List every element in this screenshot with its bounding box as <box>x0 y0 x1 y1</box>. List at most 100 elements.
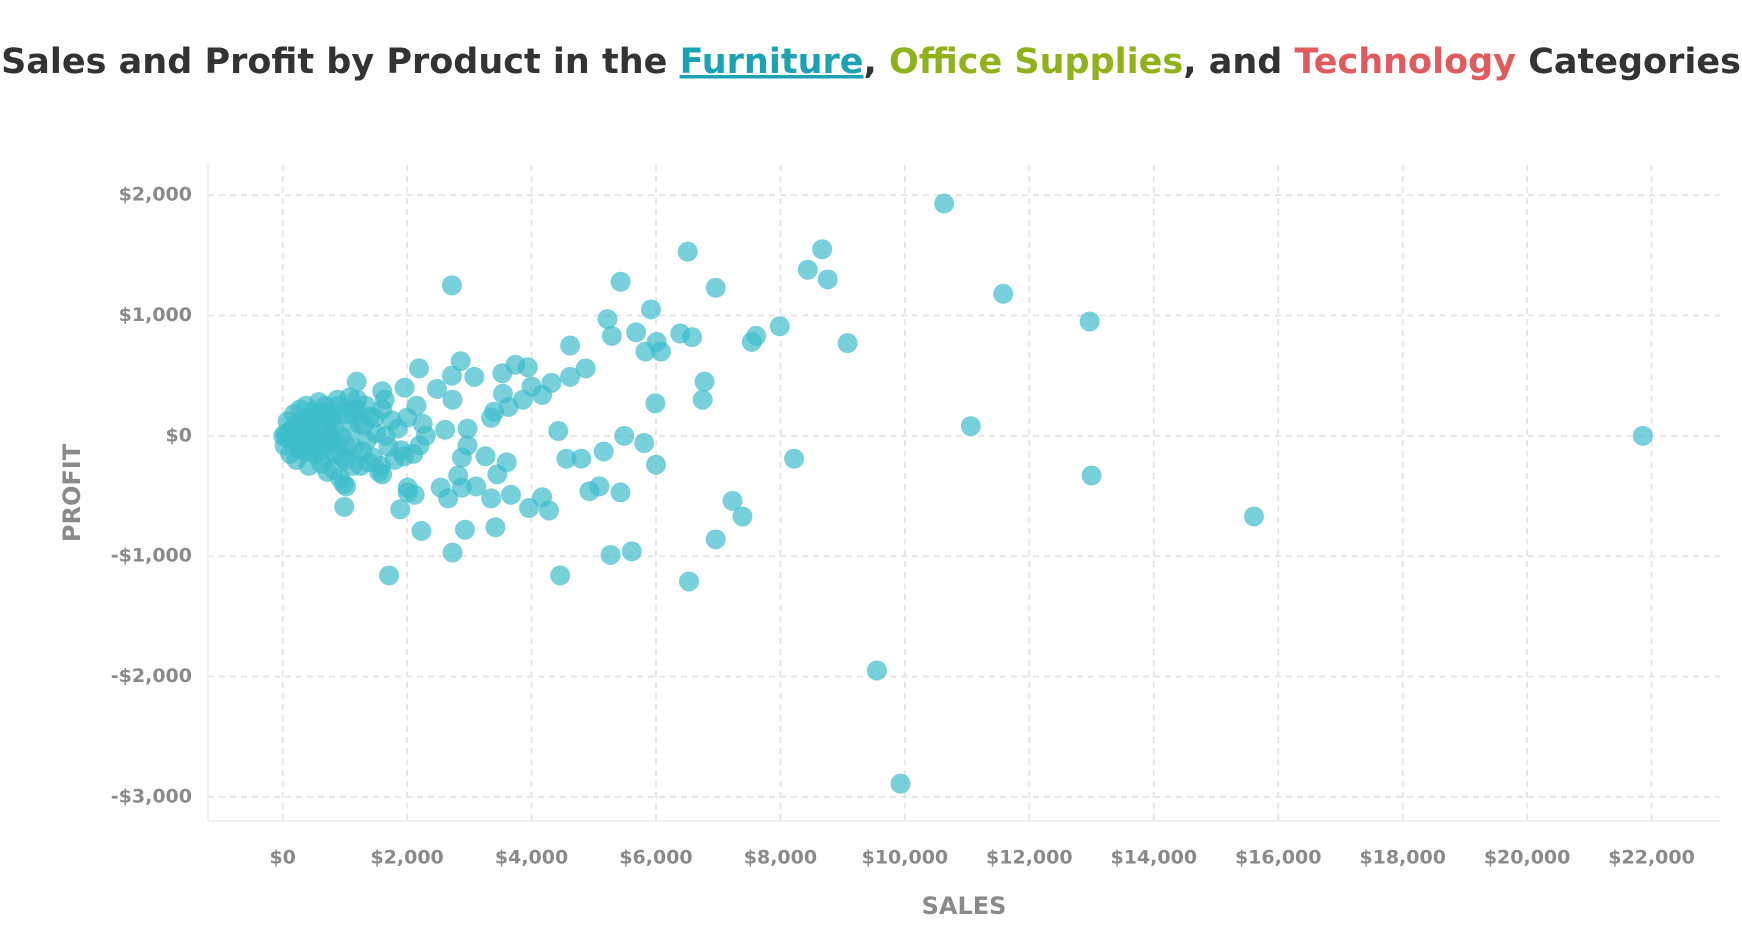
point <box>593 441 614 462</box>
point <box>571 448 592 469</box>
point <box>451 477 472 498</box>
point <box>601 325 622 346</box>
title-segment: Technology <box>1295 42 1517 82</box>
point <box>311 430 332 451</box>
point <box>993 283 1014 304</box>
point <box>441 365 462 386</box>
point <box>336 476 357 497</box>
point <box>769 316 790 337</box>
point <box>394 377 415 398</box>
point <box>475 446 496 467</box>
y-tick-label: -$3,000 <box>111 785 192 807</box>
point <box>404 484 425 505</box>
point <box>485 517 506 538</box>
point <box>501 484 522 505</box>
chart-title: Sales and Profit by Product in the Furni… <box>1 42 1741 82</box>
x-tick-label: $2,000 <box>370 847 443 869</box>
y-tick-label: -$2,000 <box>111 665 192 687</box>
point <box>960 416 981 437</box>
point <box>406 395 427 416</box>
point <box>379 565 400 586</box>
point <box>1081 465 1102 486</box>
point <box>579 481 600 502</box>
point <box>678 571 699 592</box>
x-tick-label: $12,000 <box>986 847 1073 869</box>
point <box>411 520 432 541</box>
point <box>682 327 703 348</box>
point <box>394 446 414 467</box>
point <box>597 309 618 330</box>
point <box>450 351 471 372</box>
point <box>646 454 666 475</box>
x-tick-label: $4,000 <box>495 847 568 869</box>
point <box>484 401 505 422</box>
point <box>934 193 955 214</box>
point <box>635 341 656 362</box>
point <box>466 476 487 497</box>
x-tick-label: $8,000 <box>744 847 817 869</box>
point <box>336 436 357 457</box>
point <box>650 341 671 362</box>
point <box>390 499 411 520</box>
x-tick-label: $16,000 <box>1235 847 1322 869</box>
title-segment[interactable]: Furniture <box>680 42 864 82</box>
point <box>560 335 581 356</box>
point <box>890 773 911 794</box>
point <box>641 299 662 320</box>
x-tick-label: $14,000 <box>1111 847 1198 869</box>
point <box>797 259 818 280</box>
point <box>454 519 475 540</box>
point <box>334 496 355 517</box>
y-axis-title: PROFIT <box>58 443 86 542</box>
y-tick-label: $2,000 <box>119 184 192 206</box>
point <box>705 277 726 298</box>
point <box>532 384 553 405</box>
point <box>1243 506 1264 527</box>
point <box>817 269 838 290</box>
point <box>435 419 456 440</box>
point <box>560 366 581 387</box>
point <box>442 542 463 563</box>
point <box>364 407 385 428</box>
point <box>626 322 647 343</box>
point <box>517 357 538 378</box>
point <box>346 371 367 392</box>
point <box>349 413 370 434</box>
point <box>614 425 635 446</box>
point <box>375 425 396 446</box>
point <box>442 389 463 410</box>
point <box>741 331 762 352</box>
y-tick-label: -$1,000 <box>111 545 192 567</box>
point <box>621 541 642 562</box>
point <box>677 241 698 262</box>
point <box>492 363 513 384</box>
point <box>610 482 631 503</box>
point <box>575 358 596 379</box>
point <box>487 464 508 485</box>
title-segment: Sales and Profit by Product in the <box>1 42 679 82</box>
title-segment: Categories <box>1516 42 1741 82</box>
point <box>370 455 391 476</box>
point <box>556 448 577 469</box>
x-tick-label: $10,000 <box>862 847 949 869</box>
x-tick-label: $18,000 <box>1359 847 1446 869</box>
point <box>600 544 621 565</box>
point <box>812 239 833 260</box>
point <box>538 500 559 521</box>
point <box>1632 425 1653 446</box>
point <box>481 488 502 509</box>
point <box>408 358 429 379</box>
point <box>548 421 569 442</box>
point <box>692 389 713 410</box>
point <box>438 488 459 509</box>
point <box>519 498 540 519</box>
point <box>457 418 478 439</box>
point <box>694 371 715 392</box>
y-tick-label: $0 <box>166 424 192 446</box>
title-segment: , <box>863 42 888 82</box>
x-tick-label: $0 <box>269 847 295 869</box>
point <box>314 446 335 467</box>
point <box>634 433 655 454</box>
point <box>705 529 726 550</box>
